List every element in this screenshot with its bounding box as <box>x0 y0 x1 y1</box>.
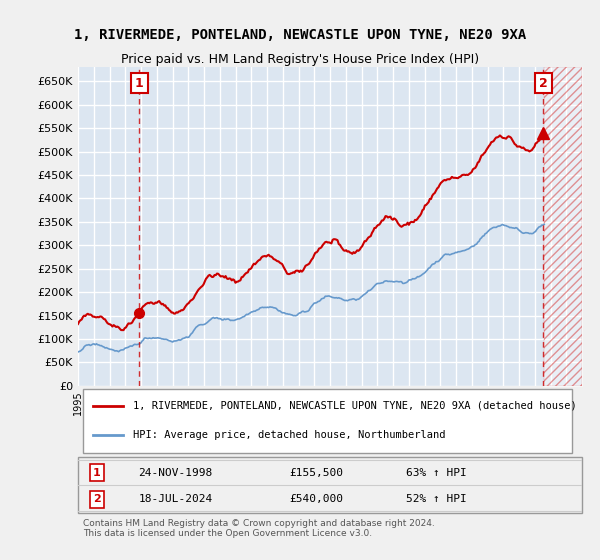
Text: 1: 1 <box>93 468 101 478</box>
FancyBboxPatch shape <box>83 389 572 453</box>
Text: 2: 2 <box>539 77 548 90</box>
Text: 1, RIVERMEDE, PONTELAND, NEWCASTLE UPON TYNE, NE20 9XA: 1, RIVERMEDE, PONTELAND, NEWCASTLE UPON … <box>74 28 526 42</box>
Text: HPI: Average price, detached house, Northumberland: HPI: Average price, detached house, Nort… <box>133 431 446 441</box>
Text: Price paid vs. HM Land Registry's House Price Index (HPI): Price paid vs. HM Land Registry's House … <box>121 53 479 66</box>
Text: 1, RIVERMEDE, PONTELAND, NEWCASTLE UPON TYNE, NE20 9XA (detached house): 1, RIVERMEDE, PONTELAND, NEWCASTLE UPON … <box>133 401 577 410</box>
Text: £155,500: £155,500 <box>290 468 344 478</box>
Text: 52% ↑ HPI: 52% ↑ HPI <box>406 494 466 504</box>
Text: 18-JUL-2024: 18-JUL-2024 <box>139 494 213 504</box>
Text: 63% ↑ HPI: 63% ↑ HPI <box>406 468 466 478</box>
Text: £540,000: £540,000 <box>290 494 344 504</box>
Text: 2: 2 <box>93 494 101 504</box>
Text: Contains HM Land Registry data © Crown copyright and database right 2024.
This d: Contains HM Land Registry data © Crown c… <box>83 519 435 538</box>
Text: 24-NOV-1998: 24-NOV-1998 <box>139 468 213 478</box>
Text: 1: 1 <box>135 77 144 90</box>
